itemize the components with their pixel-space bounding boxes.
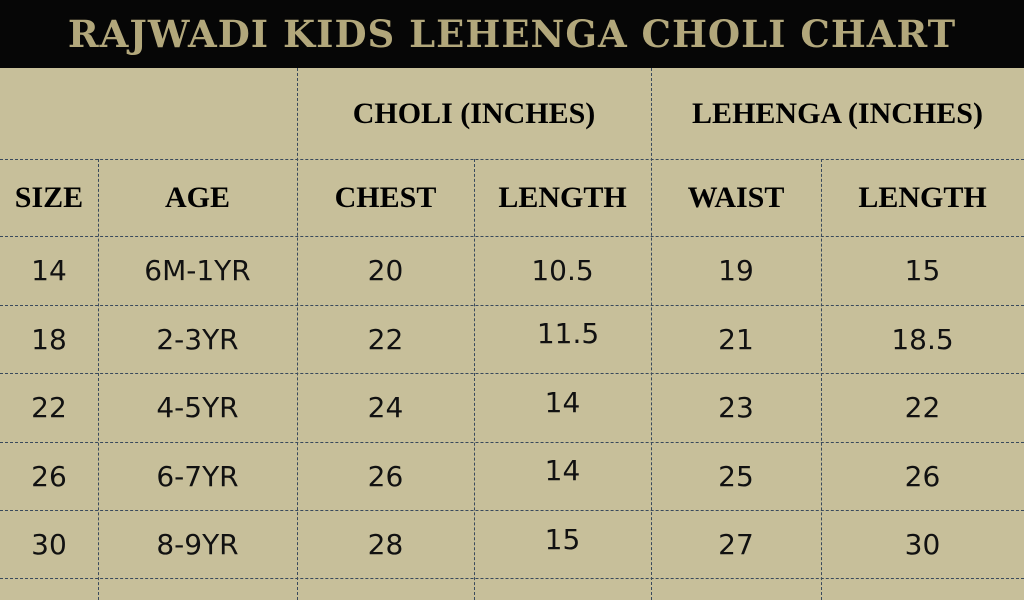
column-header-size: SIZE xyxy=(14,180,84,214)
table-cell-waist: 21 xyxy=(718,322,754,356)
table-cell-waist: 23 xyxy=(718,391,754,424)
grid-line xyxy=(0,373,1024,374)
table-cell-chest: 26 xyxy=(367,459,404,493)
column-header-lehenga-length: LENGTH xyxy=(858,180,987,214)
grid-line xyxy=(0,305,1024,306)
grid-line xyxy=(98,159,99,600)
chart-title: RAJWADI KIDS LEHENGA CHOLI CHART xyxy=(67,12,957,56)
group-header-choli: CHOLI (INCHES) xyxy=(352,96,596,130)
column-header-waist: WAIST xyxy=(687,180,785,214)
table-cell-age: 4-5YR xyxy=(156,391,239,424)
grid-line xyxy=(474,159,475,600)
table-cell-chest: 28 xyxy=(367,527,404,561)
table-cell-waist: 19 xyxy=(718,254,754,287)
table-cell-age: 6-7YR xyxy=(156,459,239,493)
table-cell-lehenga-length: 15 xyxy=(904,254,941,287)
table-cell-size: 26 xyxy=(31,459,67,493)
table-cell-size: 22 xyxy=(31,391,67,424)
table-cell-choli-length: 14 xyxy=(544,453,581,487)
column-header-age: AGE xyxy=(164,180,230,214)
table-cell-chest: 20 xyxy=(367,254,404,287)
table-cell-lehenga-length: 22 xyxy=(904,391,941,424)
grid-line xyxy=(0,578,1024,579)
table-cell-waist: 25 xyxy=(718,459,754,493)
table-cell-size: 30 xyxy=(31,527,67,561)
table-cell-lehenga-length: 26 xyxy=(904,459,941,493)
group-header-lehenga: LEHENGA (INCHES) xyxy=(692,96,983,130)
grid-line xyxy=(297,68,298,600)
table-cell-lehenga-length: 30 xyxy=(904,527,941,561)
grid-line xyxy=(0,442,1024,443)
table-cell-age: 8-9YR xyxy=(156,527,239,561)
table-cell-age: 6M-1YR xyxy=(144,254,251,287)
table-cell-chest: 22 xyxy=(367,322,404,356)
table-cell-choli-length: 15 xyxy=(544,522,581,556)
grid-line xyxy=(0,510,1024,511)
column-header-chest: CHEST xyxy=(334,180,437,214)
grid-line xyxy=(0,159,1024,160)
grid-line xyxy=(651,68,652,600)
table-cell-choli-length: 11.5 xyxy=(536,316,600,350)
table-cell-size: 14 xyxy=(31,254,67,287)
table-cell-choli-length: 14 xyxy=(544,386,581,419)
column-header-choli-length: LENGTH xyxy=(498,180,627,214)
table-cell-choli-length: 10.5 xyxy=(531,254,594,287)
title-bar: RAJWADI KIDS LEHENGA CHOLI CHART xyxy=(0,0,1024,68)
table-cell-lehenga-length: 18.5 xyxy=(891,322,954,356)
table-cell-size: 18 xyxy=(31,322,67,356)
table-cell-chest: 24 xyxy=(367,391,404,424)
grid-line xyxy=(0,236,1024,237)
table-cell-waist: 27 xyxy=(718,527,754,561)
grid-line xyxy=(821,159,822,600)
table-cell-age: 2-3YR xyxy=(156,322,239,356)
